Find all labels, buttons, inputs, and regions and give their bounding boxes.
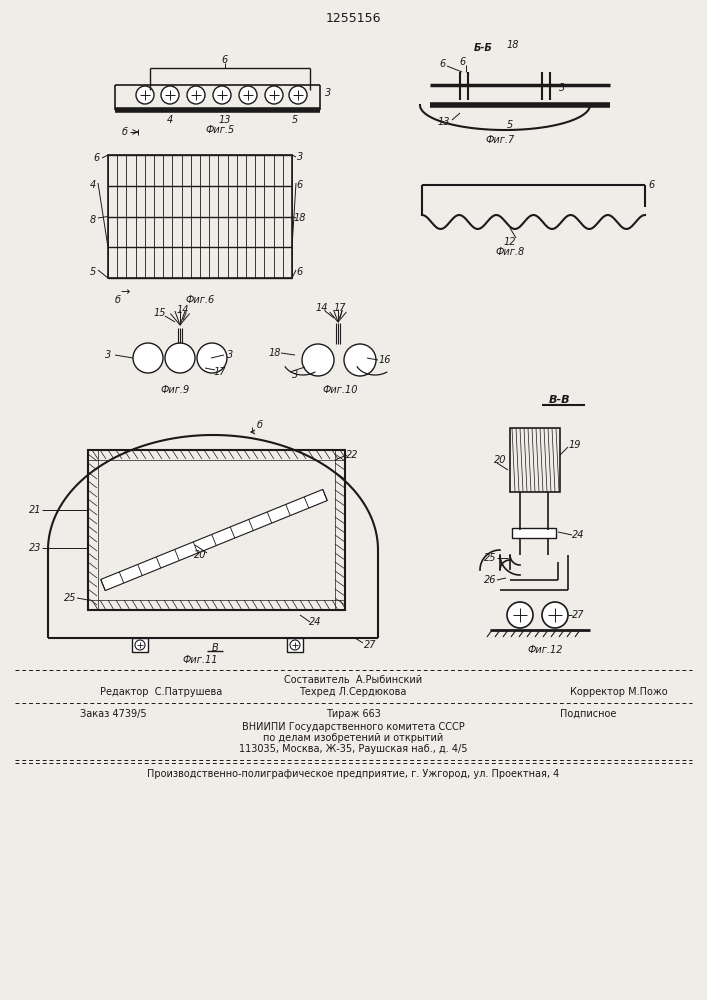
- Text: 6: 6: [649, 180, 655, 190]
- Text: б: б: [257, 420, 263, 430]
- Text: 113035, Москва, Ж-35, Раушская наб., д. 4/5: 113035, Москва, Ж-35, Раушская наб., д. …: [239, 744, 467, 754]
- Text: 25: 25: [484, 553, 496, 563]
- Text: 5: 5: [90, 267, 96, 277]
- Text: Фиг.7: Фиг.7: [486, 135, 515, 145]
- Text: 18: 18: [293, 213, 306, 223]
- Text: 3: 3: [559, 83, 565, 93]
- Text: 6: 6: [94, 153, 100, 163]
- Text: 20: 20: [194, 550, 206, 560]
- Circle shape: [135, 640, 145, 650]
- Text: 20: 20: [493, 455, 506, 465]
- Bar: [335, 450, 345, 610]
- Text: Фиг.9: Фиг.9: [160, 385, 189, 395]
- Text: 13: 13: [218, 115, 231, 125]
- Circle shape: [239, 86, 257, 104]
- Text: 14: 14: [316, 303, 328, 313]
- Polygon shape: [100, 489, 327, 591]
- Text: 27: 27: [572, 610, 584, 620]
- Text: по делам изобретений и открытий: по делам изобретений и открытий: [263, 733, 443, 743]
- Text: 12: 12: [504, 237, 516, 247]
- Text: →: →: [120, 287, 129, 297]
- Bar: [287, 638, 303, 652]
- Text: В: В: [211, 643, 218, 653]
- Bar: [510, 428, 560, 492]
- Text: 15: 15: [153, 308, 166, 318]
- Text: 6: 6: [222, 55, 228, 65]
- Text: 8: 8: [90, 215, 96, 225]
- Text: 13: 13: [438, 117, 450, 127]
- Text: 4: 4: [167, 115, 173, 125]
- Bar: [88, 450, 345, 460]
- Text: Фиг.11: Фиг.11: [182, 655, 218, 665]
- Circle shape: [542, 602, 568, 628]
- Circle shape: [290, 640, 300, 650]
- Text: Фиг.12: Фиг.12: [527, 645, 563, 655]
- Circle shape: [136, 86, 154, 104]
- Bar: [512, 528, 556, 538]
- Text: ВНИИПИ Государственного комитета СССР: ВНИИПИ Государственного комитета СССР: [242, 722, 464, 732]
- Bar: [132, 638, 148, 652]
- Text: Фиг.10: Фиг.10: [322, 385, 358, 395]
- Bar: [88, 450, 98, 610]
- Text: 19: 19: [568, 440, 581, 450]
- Text: Фиг.5: Фиг.5: [205, 125, 235, 135]
- Circle shape: [161, 86, 179, 104]
- Circle shape: [197, 343, 227, 373]
- Text: Техред Л.Сердюкова: Техред Л.Сердюкова: [299, 687, 407, 697]
- Circle shape: [507, 602, 533, 628]
- Circle shape: [344, 344, 376, 376]
- Text: 3: 3: [227, 350, 233, 360]
- Text: 18: 18: [507, 40, 519, 50]
- Circle shape: [289, 86, 307, 104]
- Text: 3: 3: [325, 88, 331, 98]
- Text: 6: 6: [460, 57, 466, 67]
- Bar: [108, 155, 292, 278]
- Text: 3: 3: [292, 370, 298, 380]
- Bar: [88, 450, 345, 610]
- Text: 6: 6: [297, 267, 303, 277]
- Text: 4: 4: [90, 180, 96, 190]
- Circle shape: [133, 343, 163, 373]
- Text: 14: 14: [177, 305, 189, 315]
- Text: 26: 26: [484, 575, 496, 585]
- Text: б: б: [122, 127, 128, 137]
- Bar: [88, 600, 345, 610]
- Text: Редактор  С.Патрушева: Редактор С.Патрушева: [100, 687, 222, 697]
- Text: 18: 18: [269, 348, 281, 358]
- Text: Тираж 663: Тираж 663: [325, 709, 380, 719]
- Text: 3: 3: [297, 152, 303, 162]
- Circle shape: [187, 86, 205, 104]
- Text: 6: 6: [297, 180, 303, 190]
- Text: 21: 21: [29, 505, 41, 515]
- Text: 24: 24: [309, 617, 321, 627]
- Text: 23: 23: [29, 543, 41, 553]
- Text: 17: 17: [214, 367, 226, 377]
- Text: Фиг.6: Фиг.6: [185, 295, 215, 305]
- Circle shape: [213, 86, 231, 104]
- Text: 1255156: 1255156: [325, 11, 381, 24]
- Text: В-В: В-В: [549, 395, 571, 405]
- Text: Подписное: Подписное: [560, 709, 617, 719]
- Text: 24: 24: [572, 530, 584, 540]
- Text: Производственно-полиграфическое предприятие, г. Ужгород, ул. Проектная, 4: Производственно-полиграфическое предприя…: [147, 769, 559, 779]
- Text: 5: 5: [507, 120, 513, 130]
- Text: 5: 5: [292, 115, 298, 125]
- Circle shape: [265, 86, 283, 104]
- Text: 25: 25: [64, 593, 76, 603]
- Text: 16: 16: [379, 355, 391, 365]
- Text: Корректор М.Пожо: Корректор М.Пожо: [570, 687, 667, 697]
- Text: 22: 22: [346, 450, 358, 460]
- Circle shape: [302, 344, 334, 376]
- Text: 17: 17: [334, 303, 346, 313]
- Text: 3: 3: [105, 350, 111, 360]
- Text: 6: 6: [440, 59, 446, 69]
- Text: Фиг.8: Фиг.8: [496, 247, 525, 257]
- Text: Заказ 4739/5: Заказ 4739/5: [80, 709, 146, 719]
- Text: б: б: [115, 295, 121, 305]
- Circle shape: [165, 343, 195, 373]
- Text: Составитель  А.Рыбинский: Составитель А.Рыбинский: [284, 675, 422, 685]
- Text: 27: 27: [363, 640, 376, 650]
- Text: Б-Б: Б-Б: [474, 43, 492, 53]
